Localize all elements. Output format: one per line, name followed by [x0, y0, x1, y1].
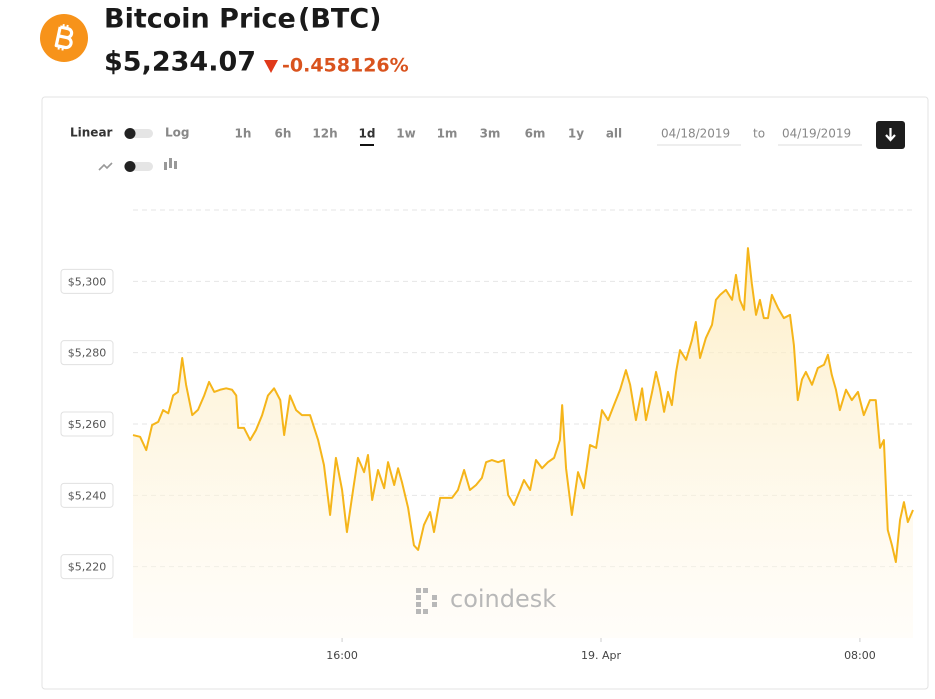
range-button[interactable]: 1d: [359, 127, 376, 141]
range-button[interactable]: 1w: [396, 127, 415, 141]
watermark-logo: [416, 588, 437, 614]
range-button[interactable]: 6m: [525, 127, 546, 141]
range-button[interactable]: 3m: [480, 127, 501, 141]
scale-toggle[interactable]: [124, 128, 153, 139]
price: $5,234.07: [104, 47, 256, 78]
symbol: (BTC): [298, 4, 382, 35]
download-button[interactable]: [876, 121, 905, 149]
line-icon: [98, 162, 113, 171]
btc-icon: [40, 14, 88, 62]
range-button[interactable]: 1h: [235, 127, 252, 141]
range-button[interactable]: 12h: [312, 127, 337, 141]
y-tick-label: $5,300: [68, 275, 107, 288]
y-tick-box: [60, 340, 114, 366]
x-tick-label: 08:00: [844, 649, 876, 662]
scale-option[interactable]: Log: [165, 126, 189, 140]
range-button[interactable]: all: [606, 127, 622, 141]
y-tick-box: [60, 482, 114, 508]
price-change: -0.458126%: [282, 55, 409, 77]
y-tick-label: $5,240: [68, 489, 107, 502]
y-tick-box: [60, 268, 114, 294]
scale-option[interactable]: Linear: [70, 126, 113, 140]
price-line: [132, 247, 914, 564]
range-button[interactable]: 1y: [568, 127, 584, 141]
x-tick-label: 19. Apr: [581, 649, 621, 662]
x-tick-label: 16:00: [326, 649, 358, 662]
y-tick-box: [60, 411, 114, 437]
date-to-label: to: [753, 127, 765, 141]
y-tick-label: $5,260: [68, 418, 107, 431]
range-button[interactable]: 1m: [437, 127, 458, 141]
range-button[interactable]: 6h: [275, 127, 292, 141]
y-tick-box: [60, 554, 114, 580]
candle-icon: [164, 158, 177, 170]
page-title: Bitcoin Price: [104, 4, 296, 35]
date-to[interactable]: 04/19/2019: [782, 127, 851, 141]
down-arrow: [264, 60, 278, 73]
y-tick-label: $5,280: [68, 347, 107, 360]
watermark: coindesk: [450, 585, 556, 613]
y-tick-label: $5,220: [68, 561, 107, 574]
plot: $5,220 $5,240 $5,260 $5,280 $5,300 16:00 19. A…: [60, 209, 914, 662]
area: [133, 248, 913, 638]
chart-style-toggle[interactable]: [124, 161, 153, 172]
date-from[interactable]: 04/18/2019: [661, 127, 730, 141]
